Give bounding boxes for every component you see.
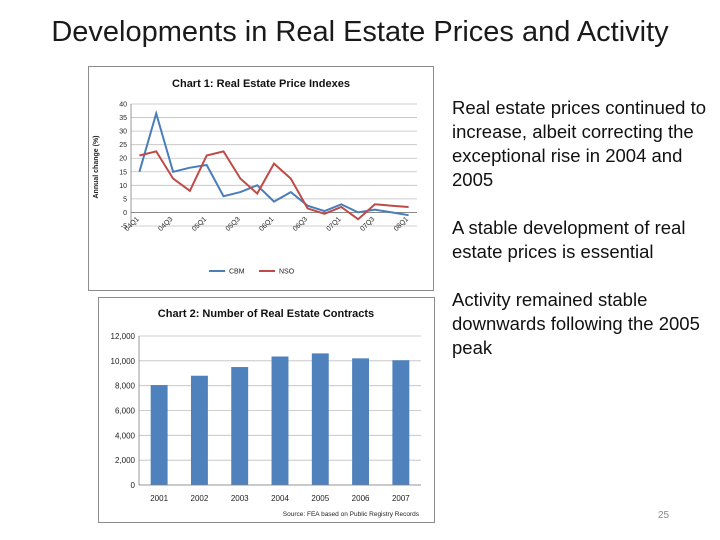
series-line-cbm: [138, 109, 409, 217]
x-tick-label: 06Q3: [292, 216, 309, 233]
price-index-chart-svg: Chart 1: Real Estate Price Indexes Annua…: [93, 78, 417, 276]
y-tick-label: 6,000: [115, 407, 136, 416]
legend-label: NSO: [279, 269, 295, 276]
x-tick-label: 04Q1: [124, 216, 141, 233]
chart1-ylabel: Annual change (%): [93, 135, 100, 198]
bullet-list: Real estate prices continued to increase…: [452, 96, 707, 384]
y-tick-label: 10: [119, 183, 127, 190]
chart2-title: Chart 2: Number of Real Estate Contracts: [158, 308, 374, 320]
x-tick-label: 06Q1: [258, 216, 275, 233]
x-tick-label: 07Q1: [326, 216, 343, 233]
x-tick-label: 08Q1: [393, 216, 410, 233]
series-line-nso: [139, 150, 409, 221]
page-number: 25: [658, 510, 670, 521]
bar: [392, 360, 410, 485]
y-tick-label: 0: [131, 481, 136, 490]
bar: [271, 356, 289, 485]
y-tick-label: 5: [123, 196, 127, 203]
y-tick-label: 30: [119, 129, 127, 136]
bar: [150, 385, 168, 485]
chart1-title: Chart 1: Real Estate Price Indexes: [172, 78, 350, 90]
x-tick-label: 2007: [392, 494, 410, 503]
bar: [311, 353, 329, 485]
y-tick-label: 40: [119, 102, 127, 109]
y-tick-label: 4,000: [115, 431, 136, 440]
chart2-source: Source: FEA based on Public Registry Rec…: [283, 511, 420, 518]
x-tick-label: 2001: [150, 494, 168, 503]
x-tick-label: 2004: [271, 494, 289, 503]
x-tick-label: 07Q3: [359, 216, 376, 233]
bar: [231, 367, 249, 485]
y-tick-label: -5: [121, 224, 127, 231]
bullet-text: A stable development of real estate pric…: [452, 217, 686, 262]
x-tick-label: 2003: [231, 494, 249, 503]
x-tick-label: 2006: [352, 494, 370, 503]
y-tick-label: 25: [119, 142, 127, 149]
contracts-chart-svg: Chart 2: Number of Real Estate Contracts…: [111, 308, 421, 518]
x-tick-label: 04Q3: [157, 216, 174, 233]
bar: [352, 358, 370, 485]
y-tick-label: 2,000: [115, 456, 136, 465]
y-tick-label: 35: [119, 115, 127, 122]
slide-title: Developments in Real Estate Prices and A…: [51, 16, 669, 48]
y-tick-label: 15: [119, 169, 127, 176]
price-index-chart: Chart 1: Real Estate Price Indexes Annua…: [88, 66, 434, 291]
bullet-text: Real estate prices continued to increase…: [452, 97, 707, 190]
x-tick-label: 2002: [191, 494, 209, 503]
y-tick-label: 10,000: [111, 357, 136, 366]
y-tick-label: 20: [119, 156, 127, 163]
y-tick-label: 12,000: [111, 332, 136, 341]
bullet-text: Activity remained stable downwards follo…: [452, 289, 700, 358]
y-tick-label: 0: [123, 210, 127, 217]
bar: [190, 375, 208, 485]
contracts-chart: Chart 2: Number of Real Estate Contracts…: [98, 297, 435, 523]
legend-label: CBM: [229, 269, 245, 276]
x-tick-label: 05Q1: [191, 216, 208, 233]
x-tick-label: 05Q3: [225, 216, 242, 233]
y-tick-label: 8,000: [115, 382, 136, 391]
x-tick-label: 2005: [311, 494, 329, 503]
